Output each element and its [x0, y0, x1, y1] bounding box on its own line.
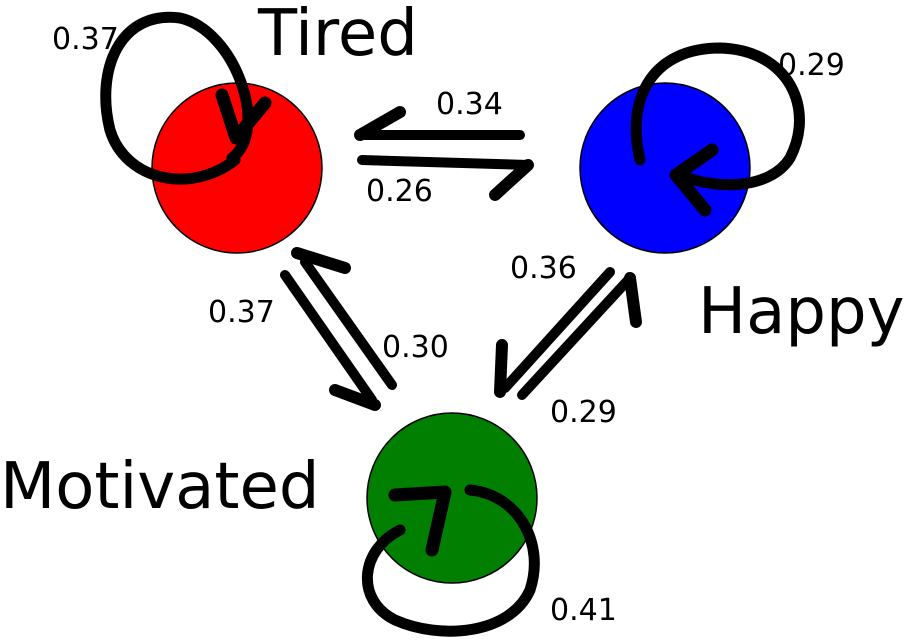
state-tired-label: Tired [257, 0, 418, 71]
happy-to-motivated-prob: 0.29 [550, 395, 617, 430]
motivated-to-happy-arrow [517, 272, 642, 400]
motivated-self-loop-arrow [362, 484, 540, 637]
motivated-to-happy-prob: 0.36 [510, 251, 577, 286]
tired-self-loop-arrow [100, 11, 272, 185]
happy-self-loop-arrow [630, 42, 805, 217]
tired-to-happy-arrow [357, 155, 534, 201]
happy-self-prob: 0.29 [778, 48, 845, 83]
tired-self-prob: 0.37 [52, 22, 119, 57]
tired-to-happy-prob: 0.26 [366, 174, 433, 209]
state-happy-label: Happy [698, 275, 904, 349]
happy-to-tired-arrow [354, 106, 525, 141]
tired-to-motivated-arrow [280, 270, 381, 411]
motivated-self-prob: 0.41 [550, 593, 617, 628]
state-motivated-node [366, 412, 538, 584]
tired-to-motivated-prob: 0.37 [208, 295, 275, 330]
state-tired-node [151, 82, 323, 254]
motivated-to-tired-arrow [291, 247, 397, 390]
happy-to-tired-prob: 0.34 [436, 87, 503, 122]
motivated-to-tired-prob: 0.30 [382, 330, 449, 365]
happy-to-motivated-arrow [494, 267, 615, 398]
state-happy-node [579, 82, 751, 254]
state-motivated-label: Motivated [0, 450, 319, 524]
